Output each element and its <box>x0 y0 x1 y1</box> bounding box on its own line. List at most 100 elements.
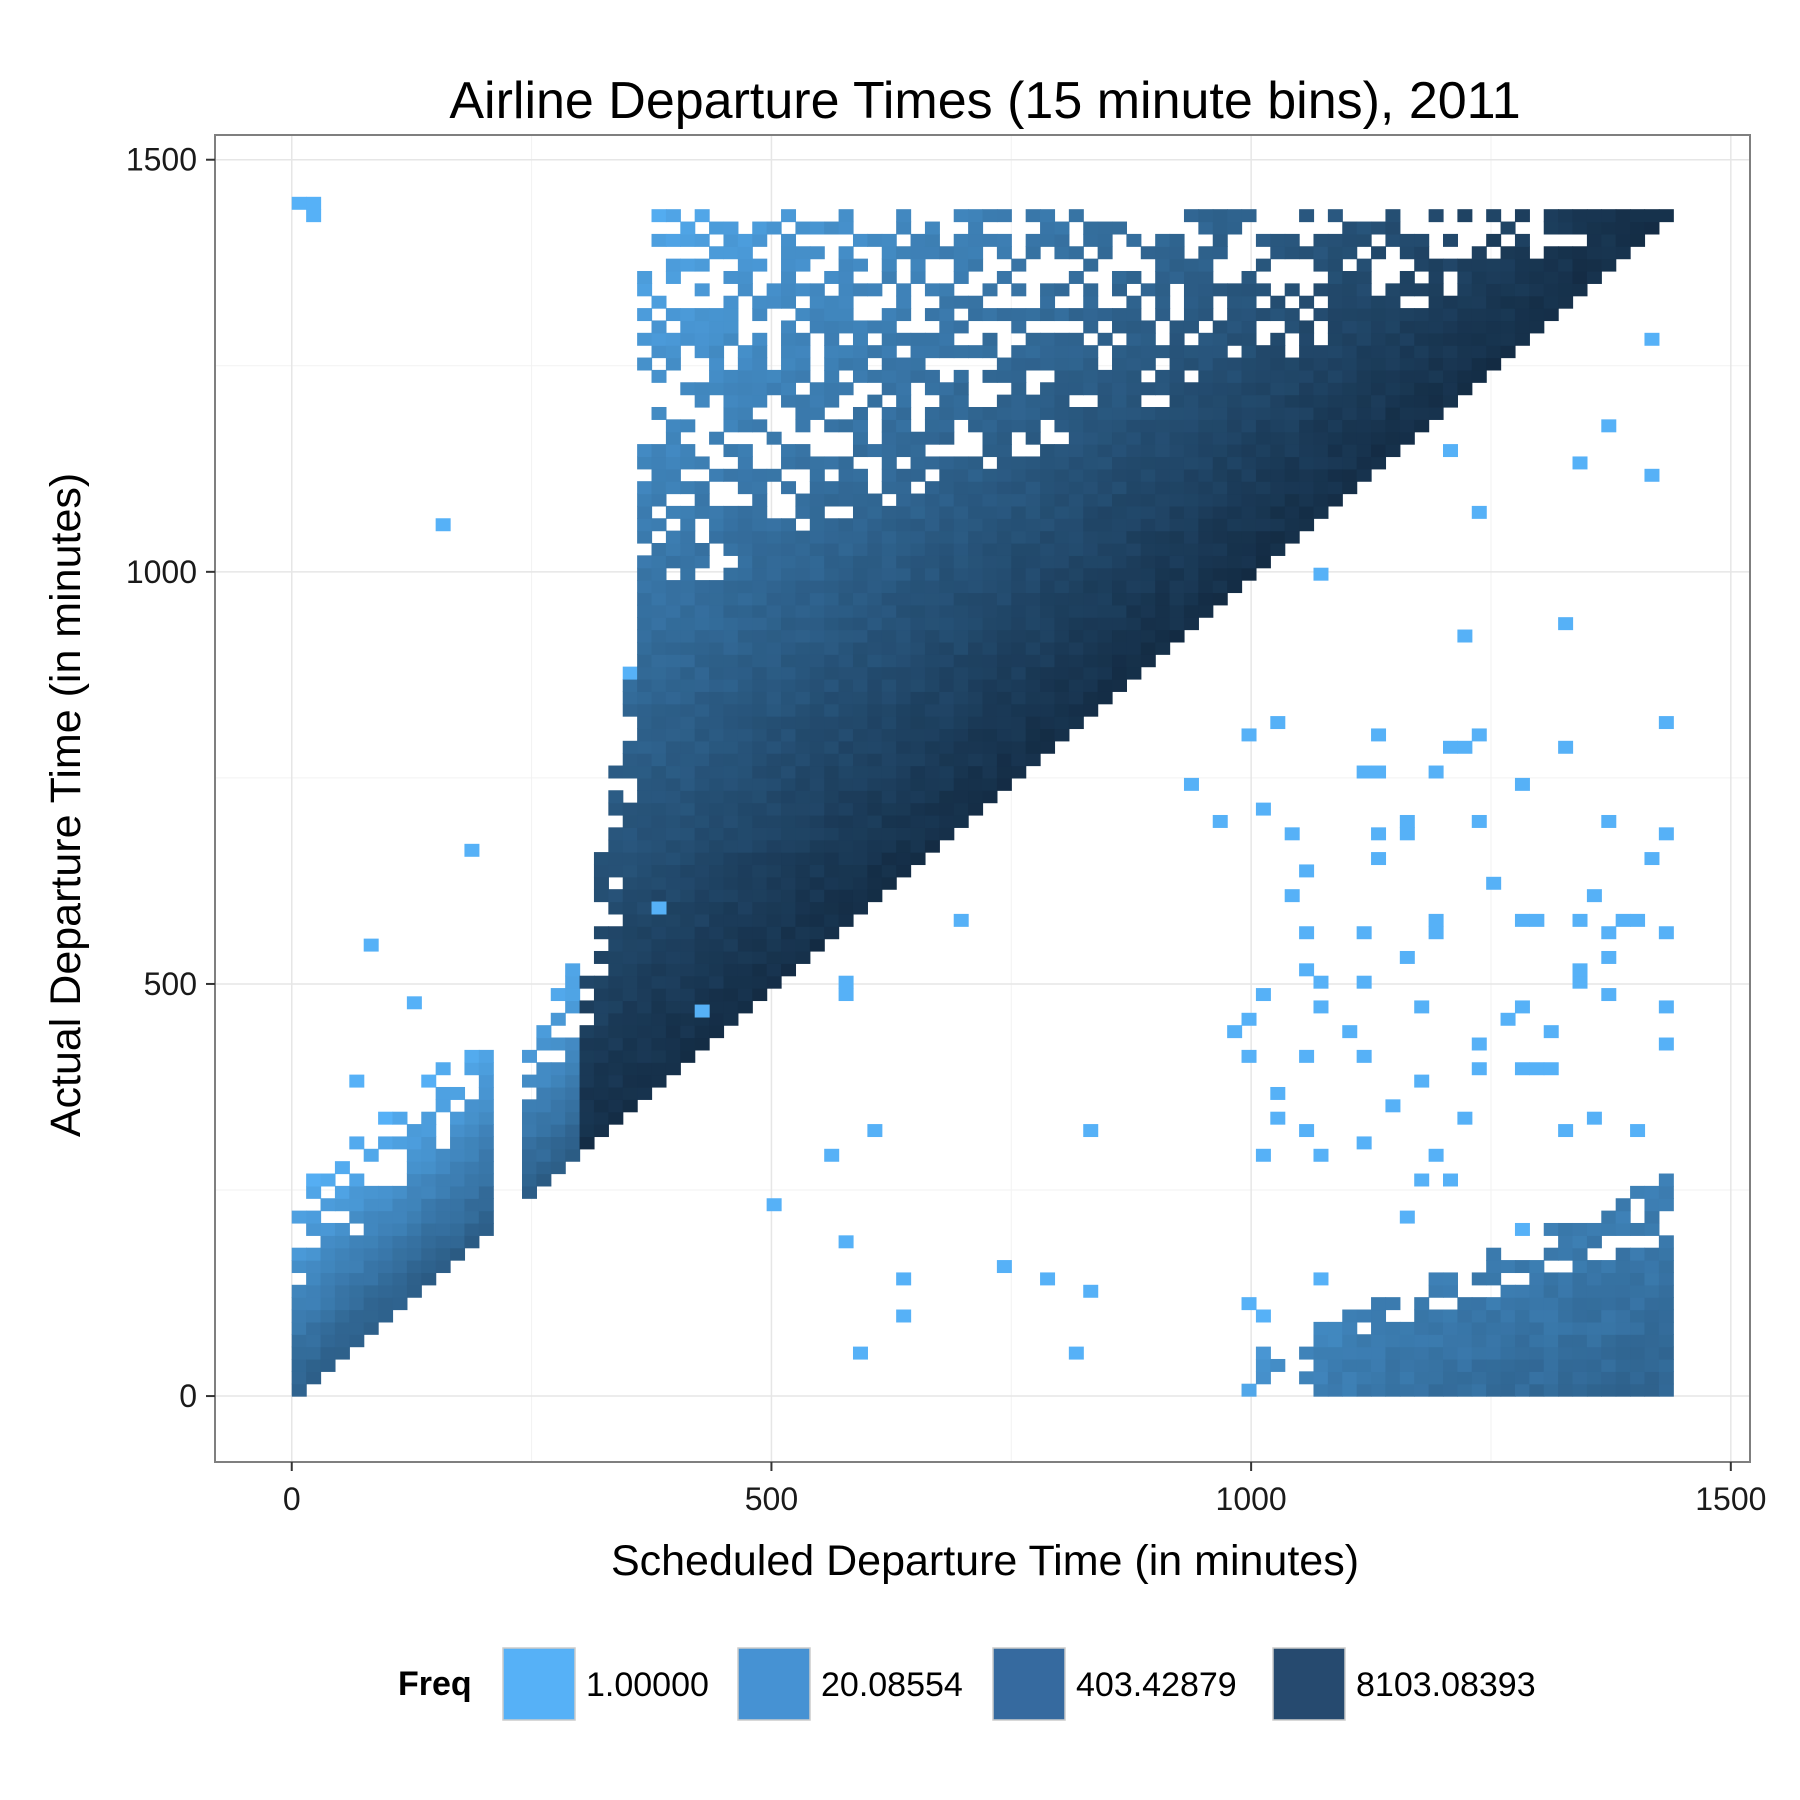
heatmap-cell <box>939 493 955 507</box>
heatmap-cell <box>953 703 969 717</box>
heatmap-cell <box>996 666 1012 680</box>
heatmap-cell <box>1630 1346 1646 1360</box>
heatmap-cell <box>680 753 696 767</box>
heatmap-cell <box>1342 481 1358 495</box>
heatmap-cell <box>1169 320 1185 334</box>
heatmap-cell <box>464 1148 480 1162</box>
heatmap-cell <box>1529 1260 1545 1274</box>
heatmap-cell <box>665 580 681 594</box>
heatmap-cell <box>536 1161 552 1175</box>
x-tick-label: 0 <box>283 1481 301 1517</box>
heatmap-cell <box>1241 283 1257 297</box>
heatmap-cell <box>622 926 638 940</box>
heatmap-cell <box>1255 1346 1271 1360</box>
heatmap-cell <box>565 988 581 1002</box>
heatmap-cell <box>1428 1272 1444 1286</box>
heatmap-cell <box>536 1136 552 1150</box>
heatmap-cell <box>1083 666 1099 680</box>
heatmap-cell <box>968 518 984 532</box>
heatmap-cell <box>1644 1185 1660 1199</box>
heatmap-cell <box>752 963 768 977</box>
heatmap-cell <box>665 357 681 371</box>
heatmap-cell <box>824 827 840 841</box>
heatmap-cell <box>1068 716 1084 730</box>
heatmap-cell <box>795 592 811 606</box>
heatmap-cell <box>1500 332 1516 346</box>
heatmap-cell <box>291 1358 307 1372</box>
heatmap-cell <box>852 876 868 890</box>
heatmap-cell <box>579 1037 595 1051</box>
heatmap-cell <box>766 629 782 643</box>
heatmap-cell <box>1270 382 1286 396</box>
heatmap-cell <box>1112 604 1128 618</box>
heatmap-cell <box>694 975 710 989</box>
heatmap-cell <box>1313 258 1329 272</box>
heatmap-cell <box>1284 246 1300 260</box>
heatmap-cell <box>694 901 710 915</box>
heatmap-cell <box>1399 419 1415 433</box>
heatmap-cell <box>953 728 969 742</box>
heatmap-cell <box>996 753 1012 767</box>
heatmap-cell <box>996 567 1012 581</box>
heatmap-cell <box>1183 580 1199 594</box>
heatmap-cell <box>1630 1383 1646 1397</box>
heatmap-cell <box>1126 270 1142 284</box>
heatmap-cell <box>709 641 725 655</box>
heatmap-cell <box>737 456 753 470</box>
heatmap-cell <box>852 444 868 458</box>
heatmap-cell <box>737 444 753 458</box>
heatmap-cell <box>1558 617 1574 631</box>
heatmap-cell <box>1198 332 1214 346</box>
heatmap-cell <box>334 1321 350 1335</box>
heatmap-cell <box>637 456 653 470</box>
heatmap-cell <box>709 580 725 594</box>
heatmap-cell <box>1572 1383 1588 1397</box>
heatmap-cell <box>737 629 753 643</box>
heatmap-cell <box>867 592 883 606</box>
heatmap-cell <box>550 1099 566 1113</box>
heatmap-cell <box>1543 258 1559 272</box>
heatmap-cell <box>881 332 897 346</box>
heatmap-cell <box>824 740 840 754</box>
heatmap-cell <box>637 332 653 346</box>
heatmap-cell <box>579 1124 595 1138</box>
heatmap-cell <box>349 1235 365 1249</box>
heatmap-cell <box>939 703 955 717</box>
heatmap-cell <box>1011 716 1027 730</box>
heatmap-cell <box>867 777 883 791</box>
heatmap-cell <box>665 444 681 458</box>
heatmap-cell <box>1227 542 1243 556</box>
heatmap-cell <box>1500 283 1516 297</box>
heatmap-cell <box>766 827 782 841</box>
heatmap-cell <box>795 345 811 359</box>
heatmap-cell <box>680 950 696 964</box>
heatmap-cell <box>852 839 868 853</box>
heatmap-cell <box>1198 580 1214 594</box>
heatmap-cell <box>1083 481 1099 495</box>
heatmap-cell <box>651 320 667 334</box>
heatmap-cell <box>637 357 653 371</box>
heatmap-cell <box>1428 1358 1444 1372</box>
heatmap-cell <box>694 703 710 717</box>
heatmap-cell <box>608 765 624 779</box>
heatmap-cell <box>1011 345 1027 359</box>
heatmap-cell <box>1241 530 1257 544</box>
heatmap-cell <box>924 332 940 346</box>
heatmap-cell <box>1140 382 1156 396</box>
heatmap-cell <box>637 864 653 878</box>
heatmap-cell <box>968 716 984 730</box>
heatmap-cell <box>1385 394 1401 408</box>
heatmap-cell <box>1371 382 1387 396</box>
heatmap-cell <box>1140 505 1156 519</box>
heatmap-cell <box>1399 1321 1415 1335</box>
heatmap-cell <box>1011 666 1027 680</box>
heatmap-cell <box>680 505 696 519</box>
heatmap-cell <box>694 988 710 1002</box>
heatmap-cell <box>881 369 897 383</box>
heatmap-cell <box>1299 518 1315 532</box>
heatmap-cell <box>896 654 912 668</box>
heatmap-cell <box>737 406 753 420</box>
heatmap-cell <box>781 542 797 556</box>
heatmap-cell <box>363 1321 379 1335</box>
heatmap-cell <box>680 975 696 989</box>
